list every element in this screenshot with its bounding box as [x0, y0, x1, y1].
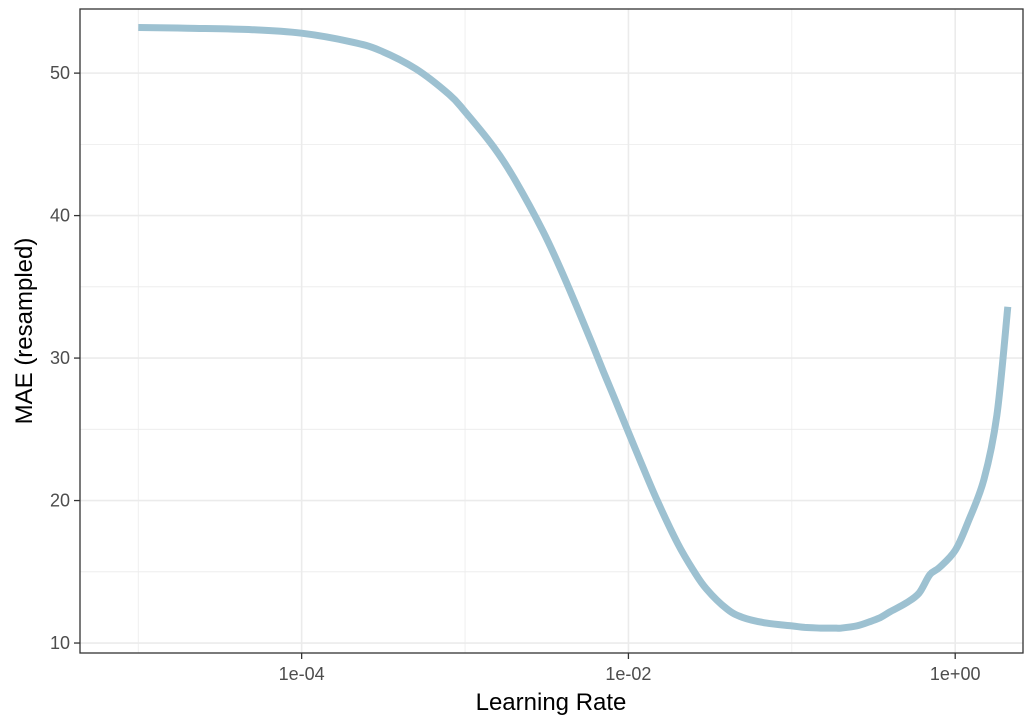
- x-axis: 1e-04 1e-02 1e+00: [279, 653, 981, 684]
- y-tick-label: 50: [50, 63, 70, 83]
- y-tick-label: 20: [50, 491, 70, 511]
- x-tick-label: 1e+00: [930, 664, 981, 684]
- y-tick-label: 40: [50, 206, 70, 226]
- series-line: [138, 24, 1012, 632]
- x-tick-label: 1e-04: [279, 664, 325, 684]
- x-axis-title: Learning Rate: [476, 689, 627, 716]
- y-axis-title: MAE (resampled): [11, 238, 38, 425]
- plot-panel: [80, 9, 1023, 653]
- y-tick-label: 30: [50, 348, 70, 368]
- x-tick-label: 1e-02: [605, 664, 651, 684]
- y-axis: 10 20 30 40 50: [50, 63, 80, 653]
- plot-border: [79, 8, 1024, 654]
- y-tick-label: 10: [50, 633, 70, 653]
